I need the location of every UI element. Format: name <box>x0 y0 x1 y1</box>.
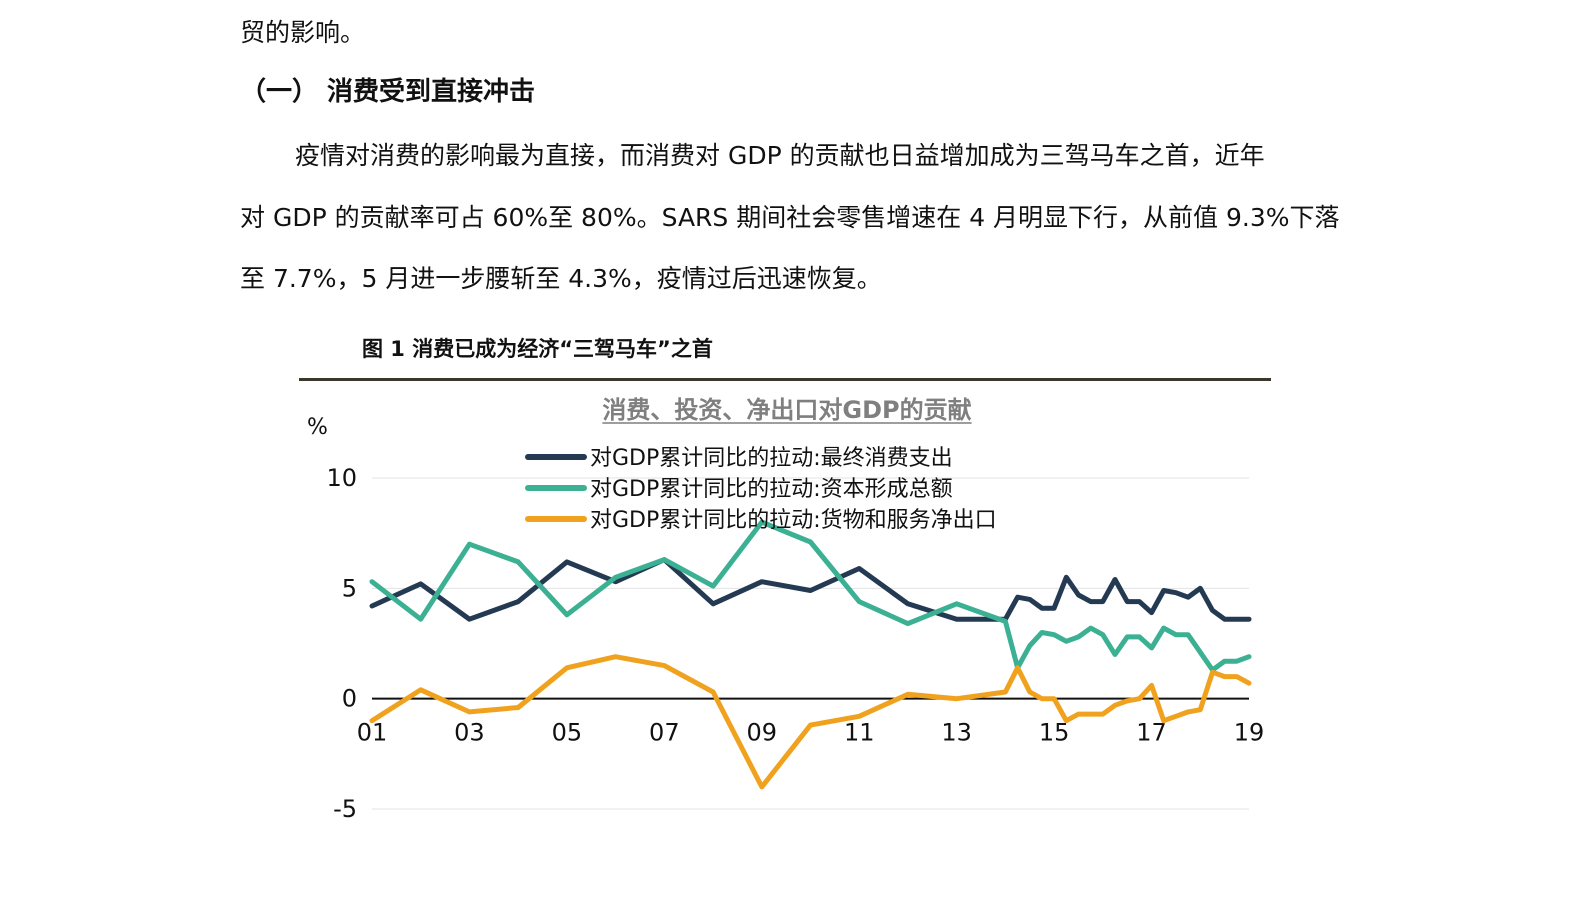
x-tick-label: 07 <box>649 719 680 747</box>
chart-title: 消费、投资、净出口对GDP的贡献 <box>602 396 971 424</box>
x-tick-label: 11 <box>844 719 875 747</box>
paragraph-line-1: 疫情对消费的影响最为直接，而消费对 GDP 的贡献也日益增加成为三驾马车之首，近… <box>295 141 1265 170</box>
paragraph-previous-line: 贸的影响。 <box>240 18 366 47</box>
series-lines <box>369 519 1252 790</box>
y-tick-label: 10 <box>326 464 357 492</box>
y-tick-label: 5 <box>342 574 357 602</box>
legend-label: 对GDP累计同比的拉动:资本形成总额 <box>590 477 953 502</box>
x-tick-label: 19 <box>1234 719 1265 747</box>
series-line-2 <box>369 519 1252 673</box>
x-tick-label: 01 <box>357 719 388 747</box>
x-tick-label: 09 <box>747 719 778 747</box>
x-tick-label: 05 <box>552 719 583 747</box>
x-tick-label: 17 <box>1136 719 1167 747</box>
paragraph-line-2: 对 GDP 的贡献率可占 60%至 80%。SARS 期间社会零售增速在 4 月… <box>240 203 1340 232</box>
legend-label: 对GDP累计同比的拉动:最终消费支出 <box>590 446 953 471</box>
x-tick-label: 13 <box>941 719 972 747</box>
paragraph-line-3: 至 7.7%，5 月进一步腰斩至 4.3%，疫情过后迅速恢复。 <box>240 264 882 293</box>
x-tick-label: 15 <box>1039 719 1070 747</box>
figure-rule <box>299 378 1271 381</box>
figure-caption: 图 1 消费已成为经济“三驾马车”之首 <box>362 337 713 361</box>
y-tick-label: -5 <box>333 795 357 823</box>
section-heading: （一） 消费受到直接冲击 <box>240 77 536 107</box>
legend-label: 对GDP累计同比的拉动:货物和服务净出口 <box>590 508 997 533</box>
y-axis-unit-label: % <box>307 415 328 440</box>
x-tick-label: 03 <box>454 719 485 747</box>
series-line-3 <box>369 654 1252 790</box>
series-line-1 <box>369 557 1252 622</box>
y-tick-label: 0 <box>342 685 357 713</box>
legend: 对GDP累计同比的拉动:最终消费支出对GDP累计同比的拉动:资本形成总额对GDP… <box>525 446 997 533</box>
